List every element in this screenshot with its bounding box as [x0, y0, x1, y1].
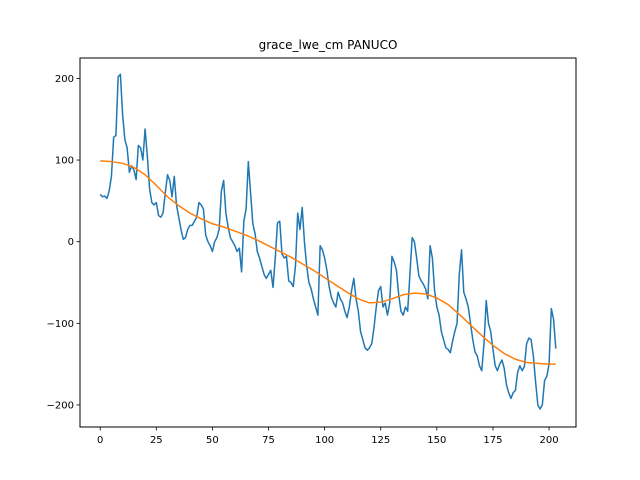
- chart-title: grace_lwe_cm PANUCO: [259, 38, 398, 52]
- x-tick-label: 175: [483, 435, 502, 446]
- y-tick-label: 100: [55, 156, 74, 167]
- x-tick-label: 25: [150, 435, 163, 446]
- series-line-raw: [99, 73, 557, 410]
- y-tick-label: 200: [55, 74, 74, 85]
- x-axis: 0 25 50 75 100 125 150 175 200: [97, 427, 559, 446]
- y-tick-label: 0: [68, 237, 74, 248]
- plot-frame: [79, 57, 577, 428]
- y-axis: −200 −100 0 100 200: [47, 74, 80, 411]
- series-layer: [99, 73, 557, 410]
- x-tick-label: 200: [540, 435, 559, 446]
- series-line-trend: [100, 160, 556, 365]
- x-tick-label: 100: [315, 435, 334, 446]
- y-tick-label: −100: [47, 319, 74, 330]
- x-tick-label: 0: [97, 435, 103, 446]
- x-tick-label: 75: [262, 435, 275, 446]
- x-tick-label: 150: [427, 435, 446, 446]
- x-tick-label: 50: [206, 435, 219, 446]
- x-tick-label: 125: [371, 435, 390, 446]
- y-tick-label: −200: [47, 400, 74, 411]
